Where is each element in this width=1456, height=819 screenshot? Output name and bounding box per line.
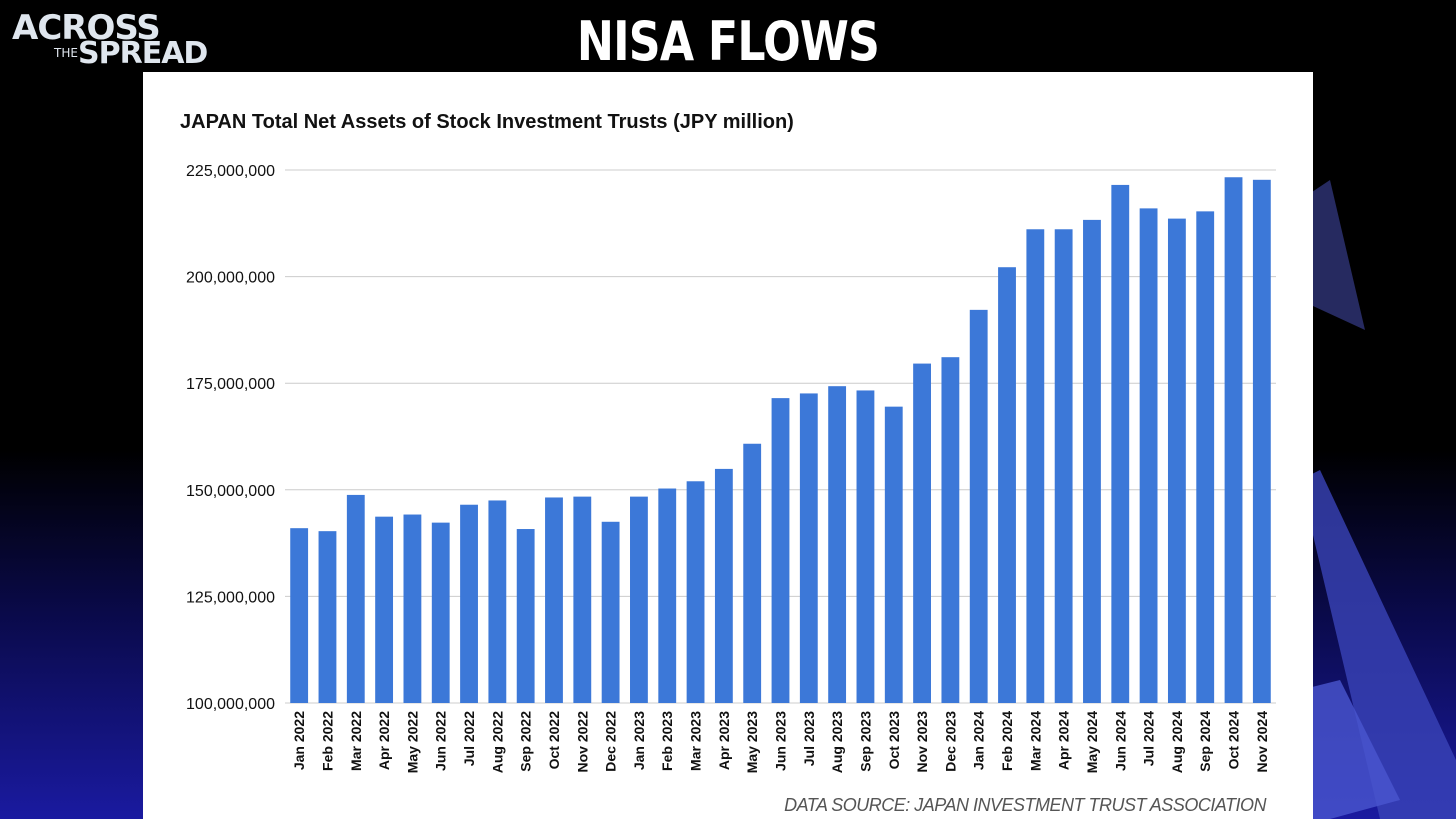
bar	[516, 529, 535, 703]
x-tick-label: Dec 2023	[942, 711, 958, 772]
data-source-note: DATA SOURCE: JAPAN INVESTMENT TRUST ASSO…	[784, 795, 1266, 815]
logo-text-the: THE	[54, 46, 78, 60]
x-tick-label: Aug 2023	[829, 711, 845, 773]
bar	[771, 398, 790, 703]
bar	[1054, 229, 1073, 703]
bar	[460, 504, 478, 703]
bar	[1224, 177, 1243, 704]
bar	[1083, 219, 1101, 703]
x-tick-label: Mar 2022	[348, 711, 364, 771]
x-tick-label: Nov 2022	[574, 711, 590, 773]
y-tick-label: 125,000,000	[186, 589, 275, 606]
bar	[828, 386, 847, 703]
bar	[998, 267, 1016, 703]
x-tick-label: Apr 2022	[376, 711, 392, 770]
x-tick-label: Feb 2023	[659, 711, 675, 771]
bar	[1111, 184, 1130, 703]
y-tick-label: 100,000,000	[186, 696, 275, 713]
bar	[545, 497, 563, 703]
bar	[488, 500, 507, 703]
x-tick-label: Oct 2023	[886, 711, 902, 770]
logo-text-spread: SPREAD	[78, 36, 208, 71]
bar	[856, 390, 875, 703]
y-tick-label: 150,000,000	[186, 483, 275, 500]
bar	[913, 363, 931, 703]
y-tick-label: 200,000,000	[186, 270, 275, 287]
bar	[601, 521, 620, 703]
x-tick-label: Jan 2023	[631, 711, 647, 770]
bar	[1196, 211, 1215, 704]
bar	[346, 494, 365, 703]
page-title: NISA FLOWS	[576, 10, 880, 73]
x-tick-label: Apr 2023	[716, 711, 732, 770]
bar	[799, 393, 818, 703]
bar	[658, 488, 677, 703]
bar	[573, 496, 592, 703]
bar	[431, 522, 450, 703]
x-tick-label: Jun 2023	[773, 711, 789, 771]
x-tick-label: Feb 2022	[319, 711, 335, 771]
x-tick-label: Jul 2023	[801, 711, 817, 766]
x-tick-label: Jun 2024	[1112, 711, 1128, 771]
bar	[1026, 229, 1045, 703]
y-tick-label: 175,000,000	[186, 376, 275, 393]
x-tick-label: Sep 2022	[518, 711, 534, 772]
y-tick-label: 225,000,000	[186, 163, 275, 180]
x-tick-label: Dec 2022	[603, 711, 619, 772]
bar	[375, 516, 394, 703]
x-tick-label: Mar 2024	[1027, 711, 1043, 771]
bar	[969, 309, 988, 703]
x-tick-label: Nov 2024	[1254, 711, 1270, 773]
bar	[403, 514, 422, 703]
bar	[714, 468, 733, 703]
chart-title: JAPAN Total Net Assets of Stock Investme…	[180, 111, 794, 133]
x-tick-label: May 2023	[744, 711, 760, 773]
x-tick-label: Nov 2023	[914, 711, 930, 773]
bar	[318, 531, 337, 703]
bar	[941, 357, 960, 703]
bar	[743, 443, 762, 703]
x-tick-label: Oct 2022	[546, 711, 562, 770]
across-the-spread-logo: ACROSS THE SPREAD	[4, 2, 208, 71]
x-tick-label: Jan 2024	[971, 711, 987, 770]
x-tick-label: May 2022	[404, 711, 420, 773]
x-tick-label: Aug 2022	[489, 711, 505, 773]
logo-text-across: ACROSS	[12, 8, 161, 48]
x-tick-label: Jan 2022	[291, 711, 307, 770]
x-tick-label: Sep 2024	[1197, 711, 1213, 772]
bar	[630, 496, 648, 703]
bar	[884, 406, 903, 703]
bar	[686, 481, 705, 703]
x-tick-label: May 2024	[1084, 711, 1100, 773]
x-tick-label: Sep 2023	[857, 711, 873, 772]
x-tick-label: Jun 2022	[433, 711, 449, 771]
bar	[290, 528, 309, 703]
x-tick-label: Apr 2024	[1056, 711, 1072, 770]
x-tick-label: Mar 2023	[688, 711, 704, 771]
x-tick-label: Oct 2024	[1226, 711, 1242, 770]
x-tick-label: Jul 2022	[461, 711, 477, 766]
x-tick-label: Jul 2024	[1141, 711, 1157, 766]
bar	[1139, 208, 1158, 703]
bar	[1252, 179, 1271, 704]
x-tick-label: Aug 2024	[1169, 711, 1185, 773]
bar	[1167, 218, 1186, 703]
x-tick-label: Feb 2024	[999, 711, 1015, 771]
